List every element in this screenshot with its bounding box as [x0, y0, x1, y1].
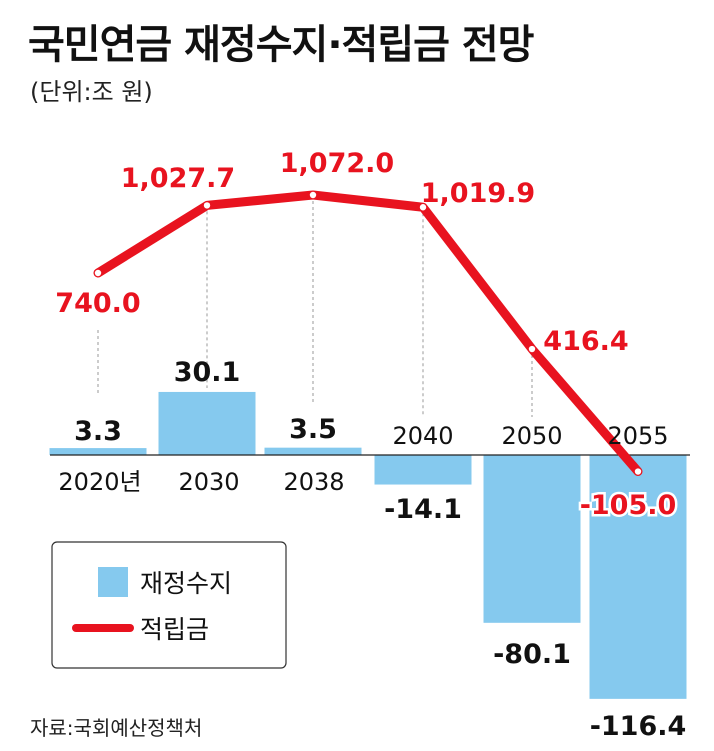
line-value-labels: 740.0 1,027.7 1,072.0 1,019.9 416.4 -105.0 — [55, 148, 679, 524]
bars — [49, 391, 687, 699]
line-path — [93, 190, 643, 477]
category-label: 2040 — [392, 422, 453, 450]
category-label: 2050 — [501, 422, 562, 450]
category-labels: 2020년 2030 2038 2040 2050 2055 — [58, 422, 668, 496]
legend-box — [51, 541, 287, 669]
unit-label: (단위:조 원) — [30, 78, 153, 106]
bar — [483, 455, 581, 623]
line-series — [93, 190, 643, 477]
line-point — [528, 345, 536, 353]
line-point — [309, 191, 317, 199]
legend-line-label: 적립금 — [140, 615, 209, 644]
line-value-label: 1,019.9 — [421, 178, 535, 209]
line-value-label: 416.4 — [543, 326, 628, 357]
bar-value-label: 3.5 — [289, 414, 337, 445]
chart-title: 국민연금 재정수지·적립금 전망 — [28, 22, 534, 68]
line-point — [203, 202, 211, 209]
line-value-label: 1,072.0 — [280, 148, 394, 179]
bar-value-label: -116.4 — [590, 711, 687, 742]
bar — [264, 447, 362, 455]
category-label: 2030 — [178, 468, 239, 496]
line-point — [94, 269, 102, 277]
line-point — [634, 468, 642, 475]
bar — [49, 448, 147, 455]
legend-bar-label: 재정수지 — [140, 569, 232, 598]
legend-bar-swatch — [98, 567, 128, 597]
bar — [374, 455, 472, 485]
bar-value-labels: 3.3 30.1 3.5 -14.1 -80.1 -116.4 — [74, 357, 686, 742]
bar-value-label: -80.1 — [493, 639, 571, 670]
bar-value-label: -14.1 — [384, 494, 462, 525]
category-label: 2020년 — [58, 468, 141, 496]
bar-value-label: 30.1 — [174, 357, 241, 388]
legend: 재정수지 적립금 — [51, 541, 287, 669]
line-value-label: -105.0 — [580, 490, 677, 521]
line-value-label: 740.0 — [55, 288, 140, 319]
bar-value-label: 3.3 — [74, 416, 122, 447]
source-note: 자료:국회예산정책처 — [30, 716, 203, 740]
line-value-label: 1,027.7 — [121, 163, 235, 194]
category-label: 2055 — [607, 422, 668, 450]
bar — [158, 391, 256, 455]
guide-lines — [97, 201, 533, 417]
category-label: 2038 — [283, 468, 344, 496]
bar — [589, 455, 687, 699]
line-point — [419, 204, 427, 211]
